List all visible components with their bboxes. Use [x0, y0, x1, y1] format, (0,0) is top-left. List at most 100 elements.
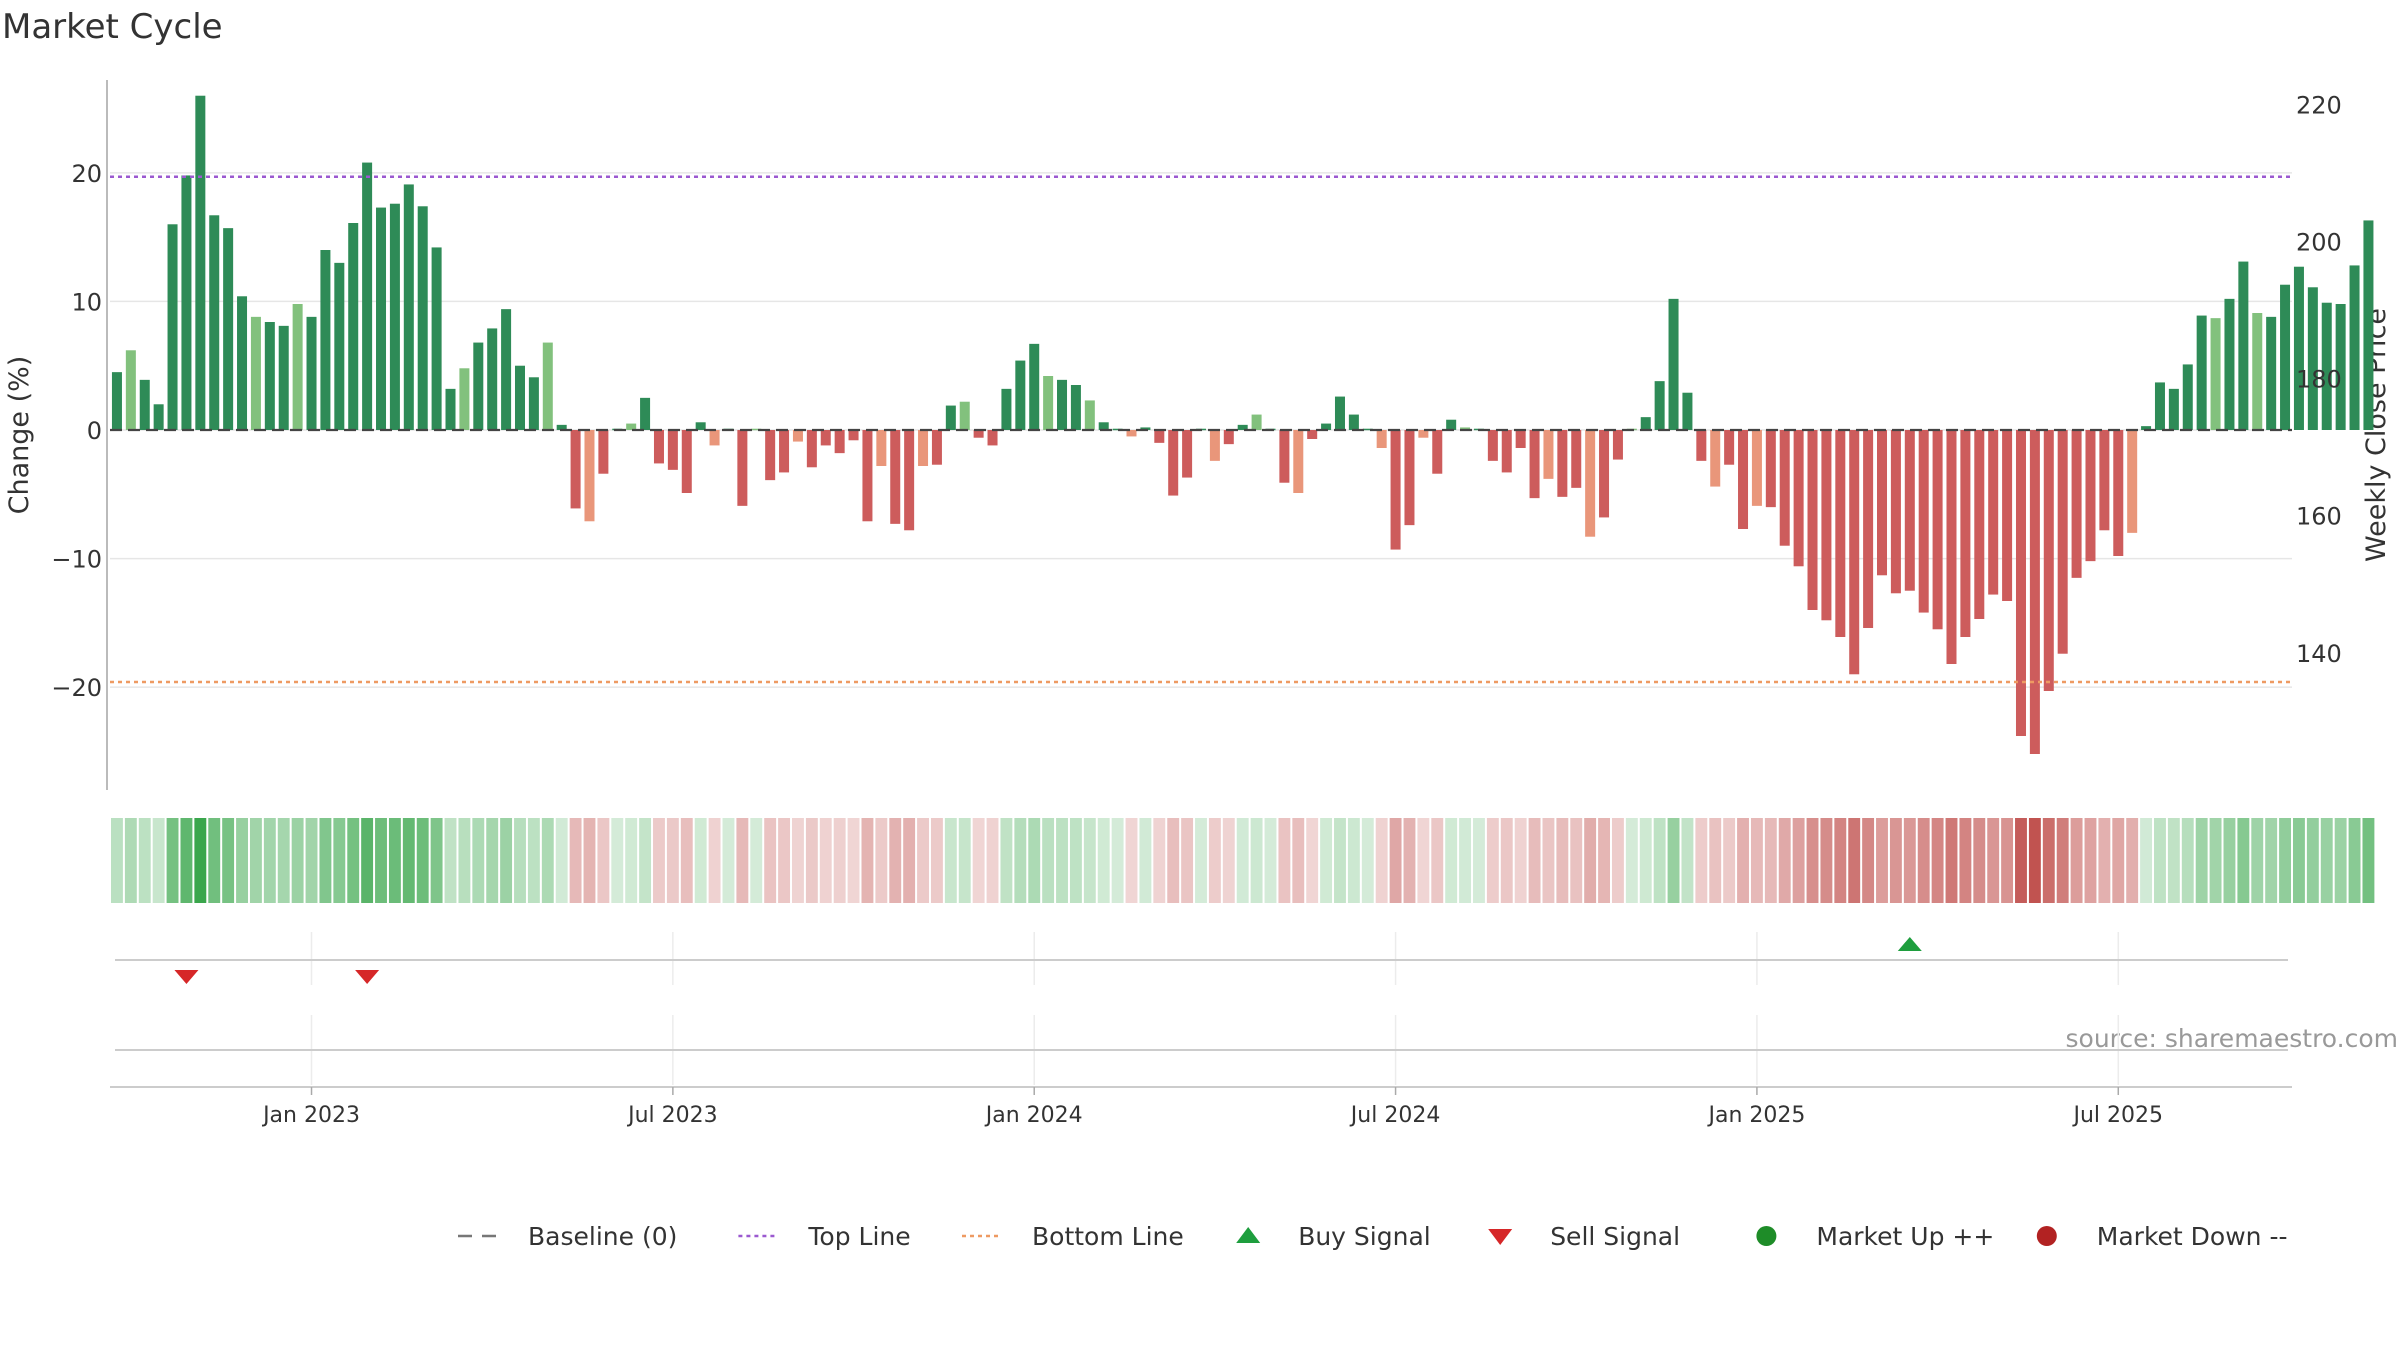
bar	[2349, 265, 2360, 430]
heat-cell	[680, 818, 693, 903]
heat-cell	[2112, 818, 2125, 903]
heat-cell	[2084, 818, 2097, 903]
heat-cell	[1083, 818, 1096, 903]
heat-cell	[792, 818, 804, 903]
heat-cell	[1695, 818, 1708, 903]
bar	[1918, 430, 1929, 613]
legend-label: Buy Signal	[1298, 1222, 1431, 1251]
heat-cell	[1834, 818, 1847, 903]
bar	[1932, 430, 1943, 630]
bar	[1946, 430, 1957, 664]
sell-signal-marker	[355, 970, 380, 984]
heat-cell	[2251, 818, 2264, 903]
bar	[1710, 430, 1721, 487]
bar	[1043, 376, 1054, 430]
heat-cell	[444, 818, 457, 903]
heat-cell	[1820, 818, 1833, 903]
heat-cell	[222, 818, 235, 903]
bar	[1849, 430, 1860, 675]
bar	[1654, 381, 1665, 430]
bar	[1334, 396, 1345, 430]
bar	[1543, 430, 1554, 479]
heat-cell	[1014, 818, 1027, 903]
heat-cell	[1431, 818, 1444, 903]
bar	[2029, 430, 2040, 754]
heat-cell	[1764, 818, 1777, 903]
bar	[959, 401, 970, 430]
bar	[904, 430, 915, 531]
legend-item: Bottom Line	[962, 1222, 1184, 1251]
legend-item: Baseline (0)	[458, 1222, 677, 1251]
buy-signal-marker	[1897, 937, 1922, 951]
heat-cell	[1987, 818, 2000, 903]
heat-cell	[514, 818, 526, 903]
bar	[1807, 430, 1818, 610]
signal-panel	[115, 932, 2288, 1085]
heat-cell	[2209, 818, 2222, 903]
legend-item: Top Line	[738, 1222, 911, 1251]
bar	[1738, 430, 1749, 529]
heat-cell	[958, 818, 971, 903]
heat-cell	[1584, 818, 1597, 903]
heat-cell	[1111, 818, 1124, 903]
bar	[514, 365, 525, 430]
bar	[1682, 392, 1693, 430]
bar	[139, 379, 150, 430]
y2-tick-label: 180	[2296, 366, 2342, 394]
bar	[1209, 430, 1220, 461]
bar	[209, 215, 220, 430]
x-tick-label: Jul 2025	[2072, 1103, 2164, 1128]
heat-cell	[361, 818, 374, 903]
heat-cell	[805, 818, 818, 903]
heat-cell	[1417, 818, 1430, 903]
bar	[1557, 430, 1568, 497]
bar	[1779, 430, 1790, 546]
heat-cell	[2056, 818, 2069, 903]
bar	[2168, 388, 2179, 430]
bar	[737, 430, 748, 506]
heat-cell	[2042, 818, 2055, 903]
x-tick-label: Jul 2023	[626, 1103, 718, 1128]
bar	[1529, 430, 1540, 499]
bar	[2154, 382, 2165, 430]
heat-cell	[597, 818, 610, 903]
heat-cell	[2334, 818, 2347, 903]
bar	[2196, 315, 2207, 430]
bar	[376, 207, 387, 430]
heat-cell	[972, 818, 985, 903]
bar	[626, 423, 637, 430]
y2-tick-label: 160	[2296, 503, 2342, 531]
heat-cell	[2362, 818, 2375, 903]
bar	[2113, 430, 2124, 556]
y2-tick-label: 140	[2296, 640, 2342, 668]
heat-cell	[1278, 818, 1291, 903]
bar	[1668, 298, 1679, 430]
bar	[848, 430, 859, 441]
heat-cell	[319, 818, 332, 903]
legend-item: Buy Signal	[1236, 1222, 1431, 1251]
heat-cell	[1139, 818, 1152, 903]
bar	[570, 430, 581, 509]
bar	[1126, 430, 1137, 437]
bar	[1307, 430, 1318, 439]
bar	[792, 430, 803, 442]
legend-label: Market Down --	[2097, 1222, 2288, 1251]
bar	[2057, 430, 2068, 654]
heat-cell	[1862, 818, 1875, 903]
heat-cell	[1931, 818, 1944, 903]
bar	[2335, 304, 2346, 430]
heat-cell	[2126, 818, 2139, 903]
heat-cell	[541, 818, 554, 903]
heat-cell	[1000, 818, 1013, 903]
heat-cell	[2320, 818, 2333, 903]
heat-cell	[903, 818, 916, 903]
heatmap-strip	[111, 818, 2375, 903]
heat-cell	[1334, 818, 1346, 903]
heat-cell	[694, 818, 707, 903]
bar	[1460, 427, 1471, 430]
heat-cell	[236, 818, 248, 903]
legend-item: Market Down --	[2036, 1222, 2288, 1251]
y-tick-label: −10	[51, 546, 102, 574]
bar	[1877, 430, 1888, 576]
